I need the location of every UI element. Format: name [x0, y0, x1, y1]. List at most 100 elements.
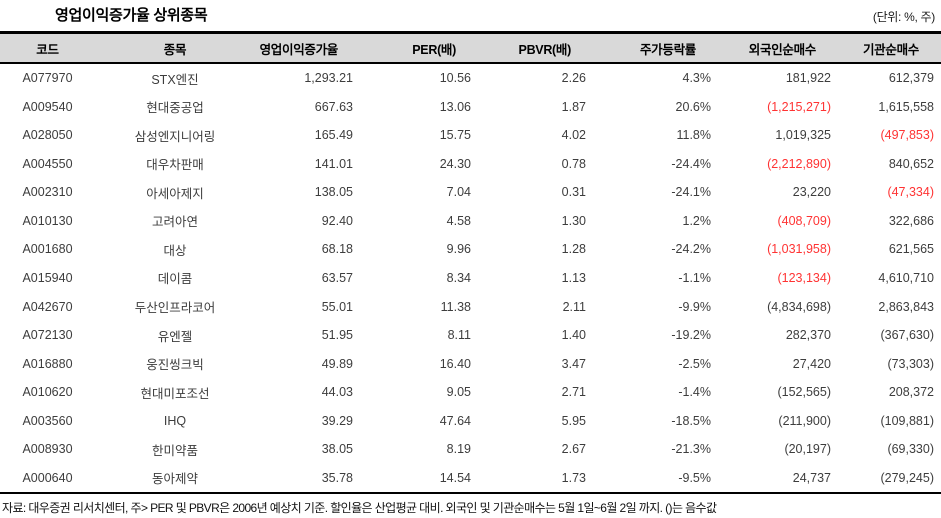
- per-cell: 15.75: [439, 128, 471, 143]
- pbvr-cell: 0.78: [561, 156, 586, 171]
- table-row: A000640 동아제약 35.78 14.54 1.73 -9.5% 24,737 (279…: [0, 463, 941, 492]
- price-change-cell: 1.2%: [682, 213, 712, 228]
- institution-net-buy-cell: 2,863,843: [878, 299, 934, 314]
- institution-net-buy-cell: (73,303): [887, 356, 934, 371]
- stock-name-cell: 유엔젤: [157, 329, 193, 344]
- pbvr-cell: 1.13: [561, 270, 586, 285]
- code-cell: A004550: [22, 156, 73, 171]
- institution-net-buy-cell: (497,853): [880, 128, 934, 143]
- growth-cell: 667.63: [314, 99, 353, 114]
- foreign-net-buy-cell: (123,134): [777, 270, 831, 285]
- institution-net-buy-cell: 4,610,710: [878, 270, 934, 285]
- foreign-net-buy-cell: (152,565): [777, 385, 831, 400]
- stock-name-cell: STX엔진: [151, 72, 199, 87]
- per-cell: 14.54: [439, 470, 471, 485]
- growth-cell: 1,293.21: [304, 71, 353, 86]
- unit-label: (단위: %, 주): [872, 10, 935, 24]
- price-change-cell: -9.5%: [678, 470, 711, 485]
- price-change-cell: 11.8%: [676, 128, 711, 143]
- table-body: A077970 STX엔진 1,293.21 10.56 2.26 4.3% 181,922…: [0, 64, 941, 492]
- foreign-net-buy-cell: 1,019,325: [775, 128, 831, 143]
- growth-cell: 55.01: [321, 299, 353, 314]
- pbvr-cell: 1.87: [561, 99, 586, 114]
- per-cell: 8.19: [446, 442, 471, 457]
- stock-name-cell: 현대중공업: [146, 101, 204, 116]
- price-change-cell: -24.4%: [671, 156, 711, 171]
- growth-cell: 92.40: [321, 213, 353, 228]
- price-change-cell: -9.9%: [678, 299, 711, 314]
- code-cell: A077970: [22, 71, 73, 86]
- foreign-net-buy-cell: 24,737: [792, 470, 831, 485]
- growth-cell: 51.95: [321, 328, 353, 343]
- institution-net-buy-cell: (367,630): [880, 328, 934, 343]
- pbvr-cell: 1.30: [561, 213, 586, 228]
- col-header-code: 코드: [36, 42, 59, 57]
- stock-name-cell: 두산인프라코어: [134, 301, 216, 316]
- col-header-price-change: 주가등락률: [639, 42, 696, 57]
- per-cell: 4.58: [446, 213, 471, 228]
- pbvr-cell: 2.26: [561, 71, 586, 86]
- pbvr-cell: 2.11: [562, 299, 586, 314]
- per-cell: 16.40: [439, 356, 471, 371]
- stock-name-cell: 고려아연: [151, 215, 198, 230]
- institution-net-buy-cell: (279,245): [880, 470, 934, 485]
- growth-cell: 39.29: [321, 413, 353, 428]
- stock-name-cell: 아세아제지: [146, 186, 204, 201]
- code-cell: A010620: [22, 385, 73, 400]
- per-cell: 10.56: [439, 71, 471, 86]
- code-cell: A042670: [22, 299, 73, 314]
- pbvr-cell: 5.95: [561, 413, 586, 428]
- pbvr-cell: 0.31: [561, 185, 586, 200]
- table-row: A042670 두산인프라코어 55.01 11.38 2.11 -9.9% (4,834,…: [0, 292, 941, 321]
- price-change-cell: -24.1%: [671, 185, 711, 200]
- pbvr-cell: 1.40: [561, 328, 586, 343]
- col-header-institution-net-buy: 기관순매수: [862, 42, 919, 57]
- foreign-net-buy-cell: (211,900): [778, 413, 831, 428]
- table-row: A002310 아세아제지 138.05 7.04 0.31 -24.1% 23,220 (4…: [0, 178, 941, 207]
- code-cell: A002310: [22, 185, 73, 200]
- price-change-cell: -24.2%: [671, 242, 711, 257]
- foreign-net-buy-cell: (1,031,958): [767, 242, 831, 257]
- code-cell: A010130: [22, 213, 73, 228]
- foreign-net-buy-cell: 282,370: [785, 328, 831, 343]
- institution-net-buy-cell: 840,652: [888, 156, 934, 171]
- per-cell: 8.34: [446, 270, 471, 285]
- stock-name-cell: 삼성엔지니어링: [134, 129, 216, 144]
- institution-net-buy-cell: 322,686: [888, 213, 934, 228]
- table-row: A028050 삼성엔지니어링 165.49 15.75 4.02 11.8% 1,019,…: [0, 121, 941, 150]
- price-change-cell: -1.1%: [678, 270, 711, 285]
- growth-cell: 44.03: [321, 385, 353, 400]
- institution-net-buy-cell: (69,330): [887, 442, 934, 457]
- code-cell: A003560: [22, 413, 73, 428]
- pbvr-cell: 2.71: [561, 385, 586, 400]
- per-cell: 11.38: [440, 299, 471, 314]
- per-cell: 24.30: [439, 156, 471, 171]
- col-header-stock-name: 종목: [163, 42, 187, 57]
- table-row: A016880 웅진씽크빅 49.89 16.40 3.47 -2.5% 27,420 (73…: [0, 349, 941, 378]
- col-header-foreign-net-buy: 외국인순매수: [748, 42, 817, 57]
- stock-name-cell: 현대미포조선: [140, 386, 210, 401]
- foreign-net-buy-cell: (20,197): [784, 442, 831, 457]
- foreign-net-buy-cell: 23,220: [792, 185, 831, 200]
- growth-cell: 138.05: [314, 185, 353, 200]
- institution-net-buy-cell: (109,881): [880, 413, 934, 428]
- pbvr-cell: 1.28: [561, 242, 586, 257]
- foreign-net-buy-cell: (4,834,698): [767, 299, 831, 314]
- price-change-cell: -21.3%: [671, 442, 711, 457]
- institution-net-buy-cell: 208,372: [888, 385, 934, 400]
- growth-cell: 68.18: [321, 242, 353, 257]
- page-title: 영업이익증가율 상위종목: [55, 7, 208, 24]
- per-cell: 9.96: [446, 242, 471, 257]
- table-row: A003560 IHQ 39.29 47.64 5.95 -18.5% (211,900) (…: [0, 406, 941, 435]
- growth-cell: 38.05: [321, 442, 353, 457]
- data-table: 코드 종목 영업이익증가율 PER(배) PBVR(배) 주가등락률 외국인순매수 기관순매수…: [0, 31, 941, 494]
- stock-name-cell: 동아제약: [151, 472, 198, 487]
- code-cell: A015940: [22, 270, 73, 285]
- pbvr-cell: 1.73: [561, 470, 586, 485]
- institution-net-buy-cell: 1,615,558: [878, 99, 934, 114]
- price-change-cell: 20.6%: [675, 99, 711, 114]
- title-row: 영업이익증가율 상위종목 (단위: %, 주): [0, 0, 941, 31]
- code-cell: A016880: [22, 356, 73, 371]
- col-header-growth: 영업이익증가율: [259, 42, 339, 57]
